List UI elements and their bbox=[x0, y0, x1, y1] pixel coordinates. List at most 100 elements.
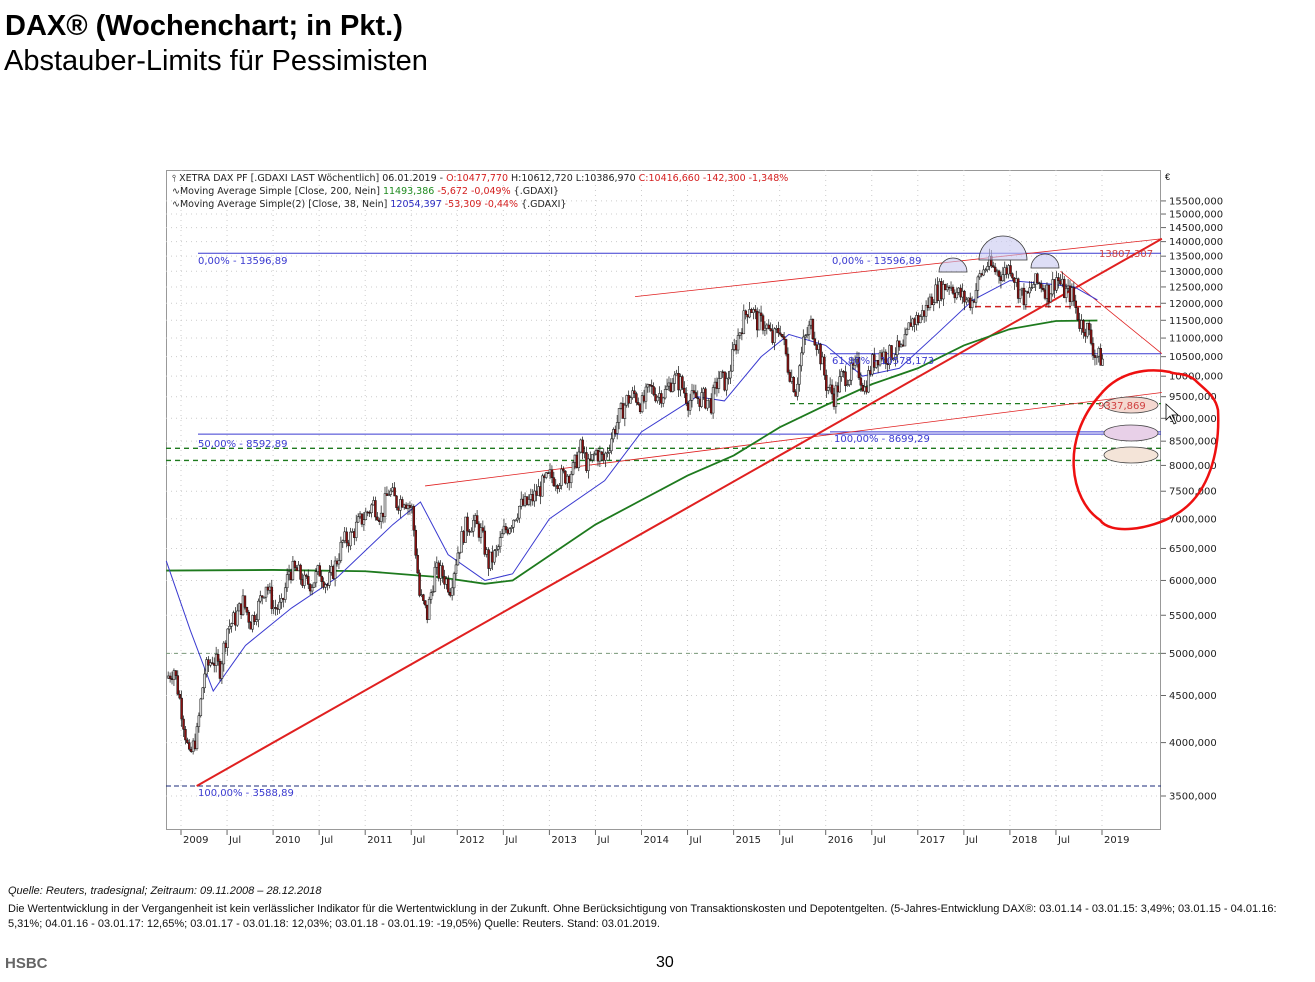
candle-body bbox=[859, 377, 863, 386]
level-label: 50,00% - 8592,89 bbox=[198, 439, 287, 450]
candle-body bbox=[729, 370, 732, 379]
candle-body bbox=[291, 560, 295, 581]
x-tick-label: Jul bbox=[228, 835, 241, 846]
candle-body bbox=[303, 574, 306, 586]
candle-body bbox=[796, 383, 799, 397]
candle-body bbox=[683, 387, 686, 394]
candle-body bbox=[174, 670, 178, 676]
candle-body bbox=[834, 385, 838, 407]
candle-body bbox=[176, 675, 180, 695]
candle-body bbox=[819, 344, 822, 365]
candle-body bbox=[600, 451, 604, 455]
candle-body bbox=[395, 495, 398, 508]
candle-body bbox=[1099, 348, 1102, 366]
candle-body bbox=[830, 384, 834, 395]
y-tick-label: 9500,000 bbox=[1169, 392, 1217, 403]
candle-body bbox=[773, 328, 776, 343]
legend-price: ⫯ XETRA DAX PF [.GDAXI LAST Wöchentlich]… bbox=[172, 173, 788, 184]
x-tick-label: Jul bbox=[689, 835, 702, 846]
candle-body bbox=[650, 385, 653, 387]
candle-body bbox=[320, 575, 323, 582]
candle-body bbox=[541, 475, 544, 497]
candle-body bbox=[640, 395, 644, 413]
y-tick-label: 7000,000 bbox=[1169, 514, 1217, 525]
legend-ma38-label: Moving Average Simple(2) [Close, 38, Nei… bbox=[179, 199, 391, 210]
candle-body bbox=[903, 334, 907, 347]
candle-body bbox=[285, 574, 289, 589]
candle-body bbox=[1095, 355, 1099, 358]
currency-label: € bbox=[1165, 172, 1171, 182]
candle-body bbox=[337, 560, 341, 565]
candle-body bbox=[853, 359, 857, 366]
x-tick-label: Jul bbox=[320, 835, 333, 846]
y-tick-label: 13000,000 bbox=[1169, 267, 1223, 278]
candle-body bbox=[416, 554, 419, 574]
candle-body bbox=[387, 494, 391, 496]
candle-body bbox=[552, 477, 556, 487]
candle-body bbox=[456, 552, 460, 566]
candle-body bbox=[429, 592, 433, 600]
candle-body bbox=[725, 378, 728, 391]
candle-body bbox=[848, 379, 851, 385]
candle-body bbox=[777, 328, 780, 334]
candle-body bbox=[840, 371, 843, 377]
candle-body bbox=[665, 385, 669, 390]
candle-body bbox=[690, 390, 694, 401]
target-ellipse bbox=[1103, 446, 1159, 464]
candle-body bbox=[472, 520, 475, 532]
y-tick-label: 4500,000 bbox=[1169, 691, 1217, 702]
candle-body bbox=[1076, 307, 1079, 320]
x-tick-label: 2019 bbox=[1104, 835, 1129, 846]
target-ellipse bbox=[1103, 424, 1159, 442]
candle-body bbox=[1032, 284, 1035, 288]
candle-body bbox=[688, 400, 692, 411]
candle-body bbox=[663, 389, 667, 399]
candle-body bbox=[963, 290, 966, 303]
candle-body bbox=[274, 607, 277, 609]
candle-body bbox=[228, 626, 231, 630]
candle-body bbox=[508, 528, 511, 534]
candle-body bbox=[857, 357, 861, 379]
candle-body bbox=[314, 571, 318, 584]
candle-body bbox=[178, 693, 181, 699]
shoulder-arc bbox=[1030, 253, 1060, 269]
candle-body bbox=[798, 365, 801, 385]
x-tick-label: Jul bbox=[873, 835, 886, 846]
level-label: 13807,307 bbox=[1099, 249, 1153, 260]
candle-body bbox=[188, 742, 191, 750]
candle-body bbox=[257, 600, 260, 621]
candle-body bbox=[418, 572, 421, 596]
candle-body bbox=[1064, 288, 1068, 298]
candle-body bbox=[976, 276, 980, 291]
candle-body bbox=[610, 438, 613, 452]
candle-body bbox=[612, 429, 615, 440]
candle-body bbox=[498, 537, 502, 548]
candle-body bbox=[1101, 358, 1104, 366]
candle-body bbox=[345, 531, 348, 544]
candle-body bbox=[974, 290, 978, 303]
candle-body bbox=[376, 516, 379, 521]
candle-body bbox=[924, 305, 928, 317]
candle-body bbox=[1039, 283, 1043, 289]
candle-body bbox=[182, 718, 185, 730]
candle-body bbox=[216, 653, 220, 662]
candle-body bbox=[433, 566, 437, 592]
candle-body bbox=[811, 318, 815, 339]
page-subtitle: Abstauber-Limits für Pessimisten bbox=[4, 45, 428, 77]
candle-body bbox=[608, 450, 611, 453]
candle-body bbox=[965, 299, 968, 303]
candle-body bbox=[211, 662, 214, 664]
candle-body bbox=[333, 560, 337, 579]
candle-body bbox=[694, 392, 698, 399]
candle-body bbox=[447, 578, 450, 593]
candle-body bbox=[905, 329, 909, 335]
candle-body bbox=[617, 408, 621, 423]
candle-body bbox=[1001, 274, 1005, 281]
candle-body bbox=[748, 309, 751, 318]
mouse-cursor-icon bbox=[1165, 403, 1180, 425]
candle-body bbox=[742, 310, 746, 334]
candle-body bbox=[696, 397, 700, 400]
candle-body bbox=[220, 663, 224, 679]
candle-body bbox=[644, 386, 648, 402]
candle-body bbox=[894, 354, 897, 360]
